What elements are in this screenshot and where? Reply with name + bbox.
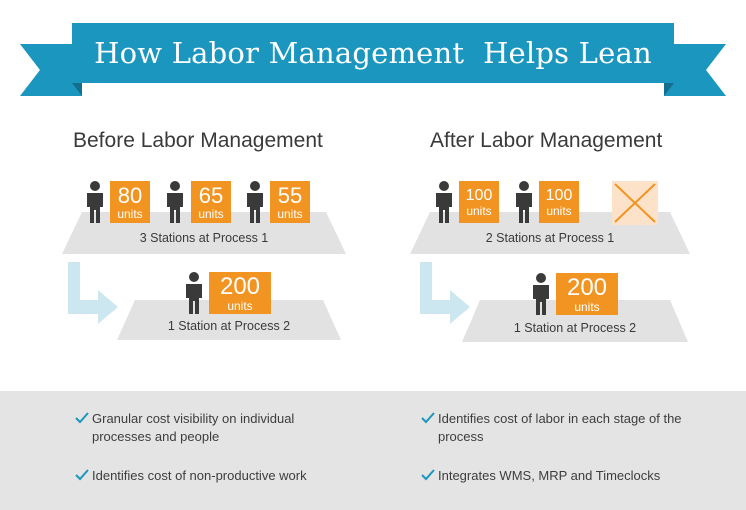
after-process2-units: 200 units [556,273,618,315]
banner: How Labor Management Helps Lean [72,23,674,83]
after-process2-label: 1 Station at Process 2 [513,321,637,335]
checkmark-icon [75,412,89,424]
benefit-item: Granular cost visibility on individual p… [75,410,355,446]
before-process2-units: 200 units [209,272,271,314]
after-station-1-units: 100 units [459,181,499,223]
before-station-3-units: 55 units [270,181,310,223]
benefit-item: Identifies cost of labor in each stage o… [421,410,701,446]
worker-icon [436,181,452,223]
checkmark-icon [421,412,435,424]
checkmark-icon [75,469,89,481]
before-process2-platform [117,300,341,340]
benefit-item: Identifies cost of non-productive work [75,467,355,485]
before-process1-label: 3 Stations at Process 1 [139,231,269,245]
banner-right-tail [664,44,726,96]
before-process2-label: 1 Station at Process 2 [167,319,291,333]
before-flow-arrow-icon [68,262,118,324]
banner-left-tail [20,44,82,96]
after-station-2-units: 100 units [539,181,579,223]
benefits-panel [0,391,746,510]
worker-icon [87,181,103,223]
page-title: How Labor Management Helps Lean [94,36,652,70]
after-heading: After Labor Management [430,129,663,152]
after-process1-label: 2 Stations at Process 1 [485,231,615,245]
worker-icon [516,181,532,223]
worker-icon [533,273,549,315]
worker-icon [167,181,183,223]
before-heading: Before Labor Management [73,129,323,152]
removed-station-icon [612,181,658,225]
benefit-item: Integrates WMS, MRP and Timeclocks [421,467,701,485]
worker-icon [247,181,263,223]
after-process2-platform [462,300,688,342]
before-station-2-units: 65 units [191,181,231,223]
worker-icon [186,272,202,314]
before-station-1-units: 80 units [110,181,150,223]
checkmark-icon [421,469,435,481]
after-flow-arrow-icon [420,262,470,324]
